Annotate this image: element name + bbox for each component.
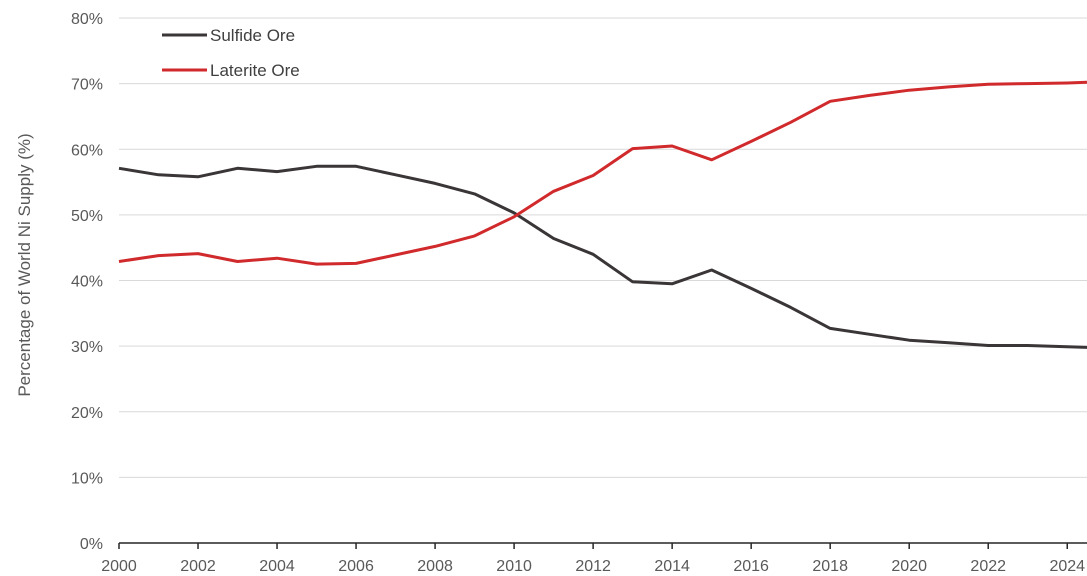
x-tick-label: 2006 — [338, 558, 374, 575]
x-tick-label: 2000 — [101, 558, 137, 575]
x-tick-label: 2004 — [259, 558, 295, 575]
legend-label: Laterite Ore — [210, 61, 300, 80]
x-tick-label: 2024 — [1049, 558, 1085, 575]
series-line-laterite-ore — [118, 80, 1087, 266]
x-tick-label: 2016 — [733, 558, 769, 575]
y-tick-label: 20% — [71, 405, 103, 422]
series-lines — [118, 80, 1087, 349]
legend: Sulfide Ore Laterite Ore — [162, 26, 300, 80]
x-tick-label: 2002 — [180, 558, 216, 575]
x-axis-tick-labels: 2000 2002 2004 2006 2008 2010 2012 2014 2016 2018… — [101, 558, 1085, 575]
y-tick-label: 10% — [71, 470, 103, 487]
series-line-sulfide-ore — [118, 164, 1087, 349]
y-tick-label: 70% — [71, 77, 103, 94]
y-tick-label: 30% — [71, 339, 103, 356]
gridlines — [119, 17, 1087, 478]
y-tick-label: 80% — [71, 11, 103, 28]
x-tick-label: 2020 — [891, 558, 927, 575]
y-tick-label: 40% — [71, 274, 103, 291]
x-axis-tick-marks — [118, 543, 1068, 549]
y-tick-label: 50% — [71, 208, 103, 225]
x-tick-label: 2018 — [812, 558, 848, 575]
y-tick-label: 0% — [80, 536, 103, 553]
x-tick-label: 2008 — [417, 558, 453, 575]
y-axis-title: Percentage of World Ni Supply (%) — [15, 133, 34, 396]
x-tick-label: 2014 — [654, 558, 690, 575]
x-tick-label: 2022 — [970, 558, 1006, 575]
y-axis-tick-labels: 0% 10% 20% 30% 40% 50% 60% 70% 80% — [71, 11, 103, 553]
y-tick-label: 60% — [71, 142, 103, 159]
x-tick-label: 2012 — [575, 558, 611, 575]
legend-label: Sulfide Ore — [210, 26, 295, 45]
x-tick-label: 2010 — [496, 558, 532, 575]
